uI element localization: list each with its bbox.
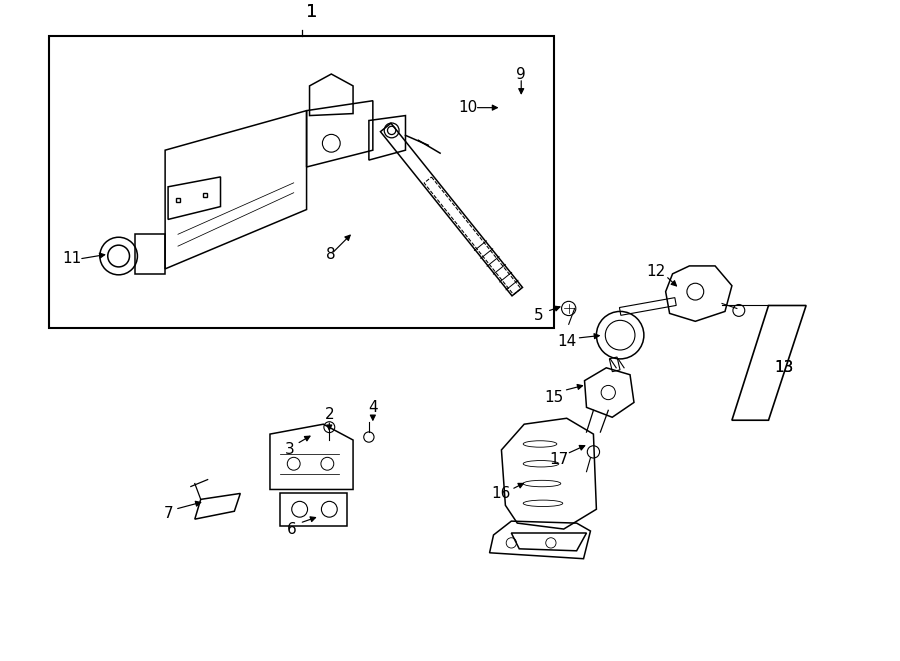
Text: 5: 5 bbox=[535, 308, 544, 323]
Text: 16: 16 bbox=[491, 486, 511, 501]
Text: 6: 6 bbox=[287, 522, 297, 537]
Text: 13: 13 bbox=[775, 360, 794, 375]
Text: 8: 8 bbox=[327, 247, 336, 262]
Text: 2: 2 bbox=[325, 407, 334, 422]
Text: 17: 17 bbox=[549, 452, 569, 467]
Text: 1: 1 bbox=[306, 3, 317, 20]
Text: 10: 10 bbox=[458, 100, 477, 115]
Bar bbox=[50, 36, 554, 329]
Text: 12: 12 bbox=[646, 264, 665, 280]
Text: 9: 9 bbox=[517, 67, 526, 81]
Text: 15: 15 bbox=[544, 390, 563, 405]
Text: 7: 7 bbox=[163, 506, 173, 521]
Text: 13: 13 bbox=[775, 360, 794, 375]
Text: 3: 3 bbox=[285, 442, 294, 457]
Text: 14: 14 bbox=[557, 334, 576, 348]
Text: 1: 1 bbox=[306, 3, 317, 20]
Text: 11: 11 bbox=[62, 251, 82, 266]
Text: 4: 4 bbox=[368, 400, 378, 415]
